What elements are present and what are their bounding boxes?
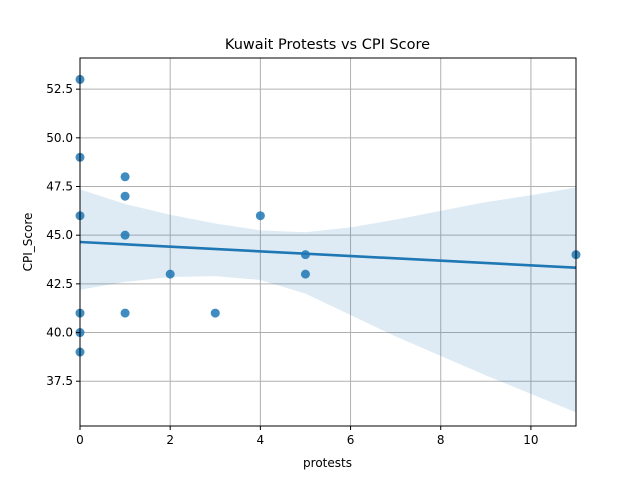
y-tick-label: 40.0 (46, 326, 73, 340)
x-tick-label: 6 (347, 433, 355, 447)
x-tick-label: 0 (76, 433, 84, 447)
x-axis-label: protests (303, 456, 352, 470)
y-tick-label: 37.5 (46, 374, 73, 388)
data-point (300, 269, 310, 279)
y-tick-label: 50.0 (46, 131, 73, 145)
grid (79, 58, 576, 426)
data-point (210, 308, 220, 318)
y-tick-label: 47.5 (46, 180, 73, 194)
x-tick-label: 8 (437, 433, 445, 447)
y-axis-label: CPI_Score (21, 213, 35, 272)
data-point (120, 191, 130, 201)
y-tick-label: 52.5 (46, 82, 73, 96)
data-point (120, 230, 130, 240)
x-axis-ticks: 0 2 4 6 8 10 (76, 426, 539, 447)
data-point (165, 269, 175, 279)
x-tick-label: 10 (523, 433, 538, 447)
y-axis-ticks: 37.5 40.0 42.5 45.0 47.5 50.0 52.5 (46, 82, 80, 388)
chart-title: Kuwait Protests vs CPI Score (225, 37, 430, 53)
plot-frame (79, 57, 577, 427)
y-tick-label: 45.0 (46, 228, 73, 242)
data-point (300, 250, 310, 260)
data-point (120, 308, 130, 318)
confidence-band (80, 187, 576, 413)
data-point (120, 172, 130, 182)
regression-line (79, 240, 577, 269)
data-point (255, 211, 265, 221)
x-tick-label: 2 (166, 433, 174, 447)
x-tick-label: 4 (257, 433, 265, 447)
y-tick-label: 42.5 (46, 277, 73, 291)
